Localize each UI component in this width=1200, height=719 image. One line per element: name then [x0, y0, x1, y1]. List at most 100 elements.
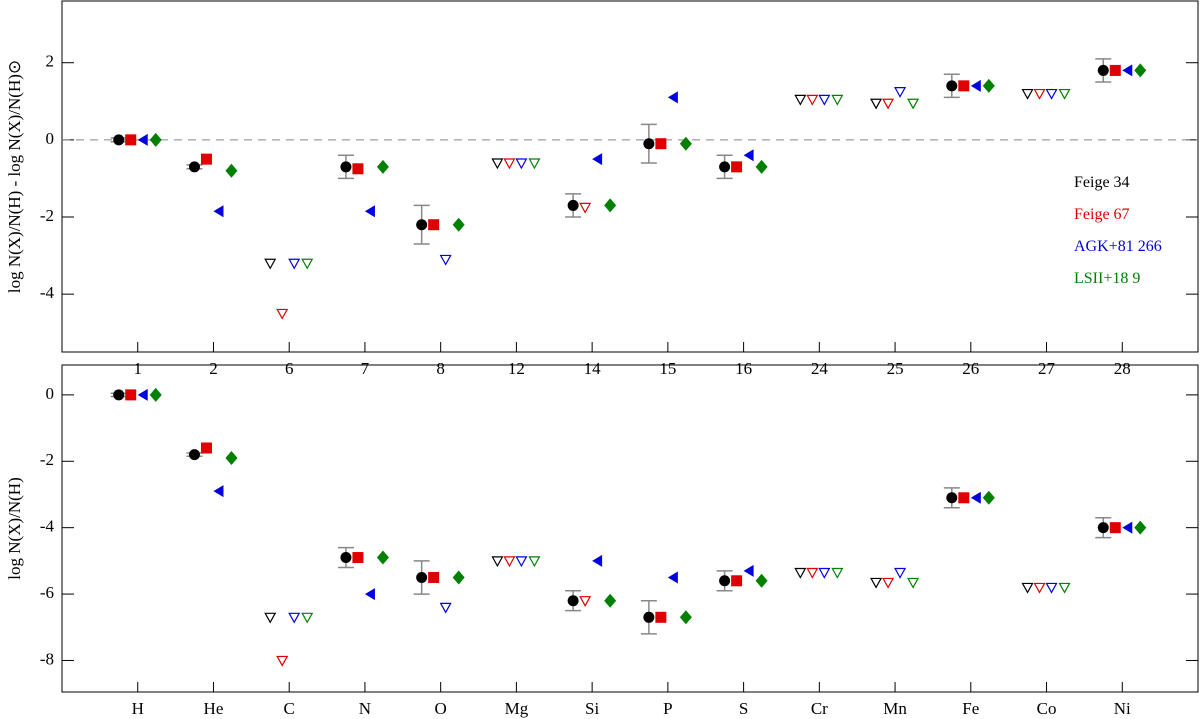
- x-tick-label: N: [359, 699, 371, 718]
- marker: [364, 205, 375, 218]
- marker: [731, 575, 743, 587]
- upper-limit-marker: [515, 158, 528, 170]
- upper-limit-marker: [503, 556, 516, 568]
- marker: [667, 91, 678, 104]
- marker: [340, 161, 352, 173]
- marker: [213, 205, 224, 218]
- marker: [743, 564, 754, 577]
- marker: [604, 593, 617, 608]
- marker: [376, 159, 389, 174]
- x-tick-label: 25: [887, 359, 904, 378]
- upper-limit-marker: [882, 577, 895, 589]
- marker: [200, 442, 212, 454]
- upper-limit-marker: [579, 202, 592, 214]
- marker: [416, 571, 428, 583]
- y-tick-label: -4: [40, 283, 55, 302]
- marker: [1122, 64, 1133, 77]
- legend-entry: AGK+81 266: [1074, 238, 1162, 255]
- marker: [982, 490, 995, 505]
- marker: [970, 491, 981, 504]
- marker: [655, 138, 667, 150]
- marker: [655, 611, 667, 623]
- marker: [946, 492, 958, 504]
- marker: [1134, 520, 1147, 535]
- marker: [125, 134, 137, 146]
- marker: [340, 552, 352, 564]
- upper-limit-marker: [894, 567, 907, 579]
- x-tick-label: 7: [361, 359, 370, 378]
- marker: [1122, 521, 1133, 534]
- marker: [125, 389, 137, 401]
- upper-limit-marker: [301, 258, 314, 270]
- x-tick-label: 16: [735, 359, 752, 378]
- marker: [719, 161, 731, 173]
- upper-limit-marker: [894, 87, 907, 98]
- upper-limit-marker: [1058, 582, 1071, 594]
- plot-frame: [61, 364, 1199, 693]
- marker: [731, 161, 743, 173]
- upper-limit-marker: [907, 577, 920, 589]
- upper-limit-marker: [1045, 88, 1058, 100]
- y-tick-label: -2: [40, 206, 54, 225]
- x-tick-label: 1: [133, 359, 142, 378]
- x-tick-label: 14: [584, 359, 602, 378]
- marker: [592, 153, 603, 166]
- marker: [604, 198, 617, 213]
- marker: [592, 554, 603, 567]
- upper-limit-marker: [1021, 582, 1034, 594]
- marker: [958, 492, 970, 504]
- upper-limit-marker: [794, 94, 807, 106]
- marker: [213, 485, 224, 498]
- x-tick-label: 2: [209, 359, 218, 378]
- x-tick-label: Mn: [883, 699, 907, 718]
- upper-limit-marker: [1033, 88, 1046, 100]
- upper-limit-marker: [806, 567, 819, 579]
- y-tick-label: -4: [40, 517, 55, 536]
- upper-limit-marker: [301, 612, 314, 624]
- marker: [567, 199, 579, 211]
- x-tick-label: Cr: [811, 699, 828, 718]
- upper-limit-marker: [491, 158, 504, 170]
- legend-entry: LSII+18 9: [1074, 270, 1140, 287]
- x-tick-label: H: [132, 699, 144, 718]
- y-tick-label: 2: [46, 52, 55, 71]
- marker: [113, 134, 125, 146]
- marker: [149, 132, 162, 147]
- legend-entry: Feige 67: [1074, 206, 1130, 223]
- marker: [679, 610, 692, 625]
- x-tick-label: C: [284, 699, 295, 718]
- x-tick-label: He: [204, 699, 224, 718]
- x-tick-label: Ni: [1114, 699, 1131, 718]
- upper-limit-marker: [276, 655, 289, 667]
- upper-limit-marker: [1033, 582, 1046, 594]
- marker: [970, 79, 981, 92]
- marker: [755, 573, 768, 588]
- upper-limit-marker: [288, 612, 301, 624]
- upper-limit-marker: [882, 98, 895, 110]
- upper-limit-marker: [264, 258, 277, 270]
- marker: [982, 78, 995, 93]
- marker: [679, 136, 692, 151]
- x-tick-label: 24: [811, 359, 829, 378]
- upper-limit-marker: [1045, 582, 1058, 594]
- marker: [643, 138, 655, 150]
- marker: [149, 387, 162, 402]
- marker: [137, 388, 148, 401]
- upper-limit-marker: [491, 556, 504, 568]
- marker: [1097, 64, 1109, 76]
- x-tick-label: 26: [962, 359, 979, 378]
- marker: [643, 611, 655, 623]
- marker: [719, 575, 731, 587]
- legend-entry: Feige 34: [1074, 174, 1130, 191]
- upper-limit-marker: [264, 612, 277, 624]
- upper-limit-marker: [1058, 88, 1071, 100]
- x-tick-label: 12: [508, 359, 525, 378]
- upper-limit-marker: [276, 308, 289, 320]
- marker: [352, 552, 364, 564]
- y-axis-label: log N(X)/N(H) - log N(X)/N(H)⊙: [5, 60, 24, 293]
- upper-limit-marker: [870, 98, 883, 110]
- marker: [1097, 522, 1109, 534]
- upper-limit-marker: [579, 596, 592, 607]
